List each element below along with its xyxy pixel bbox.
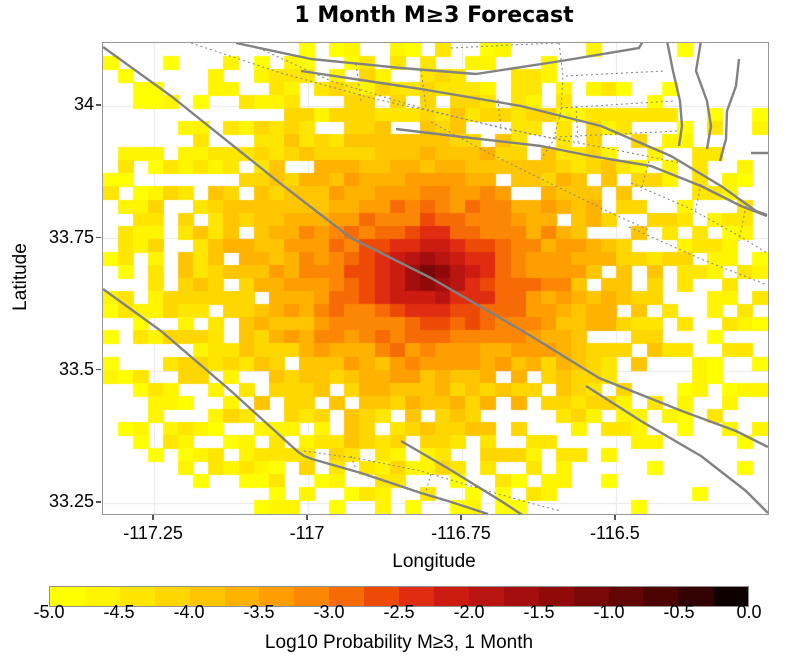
fault-line: [400, 439, 524, 514]
fault-line-dotted: [350, 455, 357, 470]
colorbar-tick-label: -1.5: [523, 602, 555, 622]
fault-line-dotted: [694, 183, 702, 214]
colorbar-segment: [189, 587, 225, 606]
x-tick-mark: [152, 515, 154, 520]
x-tick-mark: [614, 515, 616, 520]
fault-line-dotted: [420, 69, 427, 109]
fault-line: [585, 384, 768, 514]
colorbar-segment: [643, 587, 679, 606]
y-tick-label: 33.75: [48, 226, 94, 247]
colorbar-segment: [538, 587, 574, 606]
fault-line: [718, 58, 741, 162]
colorbar-tick-label: -3.5: [243, 602, 275, 622]
fault-line-dotted: [430, 121, 652, 232]
x-tick-mark: [306, 515, 308, 520]
fault-line-dotted: [425, 473, 432, 492]
fault-line-dotted: [738, 205, 747, 242]
fault-line-dotted: [630, 182, 768, 254]
fault-line-dotted: [303, 450, 562, 512]
colorbar-segment: [224, 587, 260, 606]
y-tick-label: 33.25: [48, 491, 94, 512]
fault-line: [666, 43, 684, 147]
map-plot-area: [102, 42, 769, 515]
x-tick-label: -117: [289, 523, 325, 543]
fault-line: [300, 69, 768, 217]
colorbar-tick-label: -2.5: [383, 602, 415, 622]
x-axis-title: Longitude: [392, 551, 476, 572]
y-tick-mark: [96, 104, 101, 106]
colorbar-segment: [573, 587, 609, 606]
colorbar-segment: [608, 587, 644, 606]
y-tick-label: 33.5: [58, 359, 94, 380]
probability-heatmap-canvas: [103, 43, 768, 514]
colorbar-title: Log10 Probability M≥3, 1 Month: [264, 632, 534, 653]
colorbar-segment: [503, 587, 539, 606]
fault-line: [103, 288, 489, 514]
fault-line-dotted: [253, 45, 567, 142]
x-tick-label: -116.5: [590, 523, 640, 543]
colorbar-tick-label: -4.5: [103, 602, 135, 622]
colorbar: [49, 586, 749, 607]
colorbar-segment: [119, 587, 155, 606]
colorbar-tick-label: -2.0: [453, 602, 485, 622]
x-tick-label: -116.75: [431, 523, 491, 543]
y-tick-mark: [96, 501, 101, 503]
fault-line-dotted: [554, 130, 680, 138]
fault-line-dotted: [560, 100, 674, 109]
fault-line: [395, 127, 768, 218]
colorbar-segment: [364, 587, 400, 606]
y-tick-mark: [96, 368, 101, 371]
fault-line-dotted: [575, 105, 579, 143]
y-tick-mark: [96, 236, 101, 239]
colorbar-segment: [713, 587, 749, 606]
colorbar-segment: [259, 587, 295, 606]
colorbar-segment: [50, 587, 85, 606]
fault-line-dotted: [450, 43, 560, 49]
fault-line-dotted: [628, 226, 768, 286]
colorbar-tick-label: -3.0: [313, 602, 345, 622]
colorbar-tick-label: -4.0: [173, 602, 205, 622]
colorbar-tick-label: -5.0: [33, 602, 65, 622]
fault-line: [235, 43, 644, 76]
colorbar-segment: [329, 587, 365, 606]
colorbar-tick-label: -1.0: [593, 602, 625, 622]
colorbar-segment: [468, 587, 504, 606]
colorbar-tick-label: -0.5: [663, 602, 695, 622]
colorbar-tick-label: 0.0: [736, 602, 762, 622]
fault-lines-overlay: [103, 43, 768, 514]
colorbar-segment: [433, 587, 469, 606]
y-tick-label: 34: [73, 94, 94, 115]
colorbar-segment: [294, 587, 330, 606]
fault-line-dotted: [190, 43, 682, 164]
y-axis-title: Latitude: [10, 243, 31, 311]
fault-line: [103, 46, 768, 449]
colorbar-segment: [84, 587, 120, 606]
chart-title: 1 Month M≥3 Forecast: [294, 3, 574, 28]
fault-line: [694, 43, 713, 150]
colorbar-segment: [678, 587, 714, 606]
colorbar-segment: [154, 587, 190, 606]
fault-line-dotted: [355, 63, 362, 102]
fault-line-dotted: [565, 70, 665, 77]
x-tick-label: -117.25: [123, 523, 183, 543]
x-tick-mark: [460, 515, 462, 520]
colorbar-segment: [399, 587, 434, 606]
